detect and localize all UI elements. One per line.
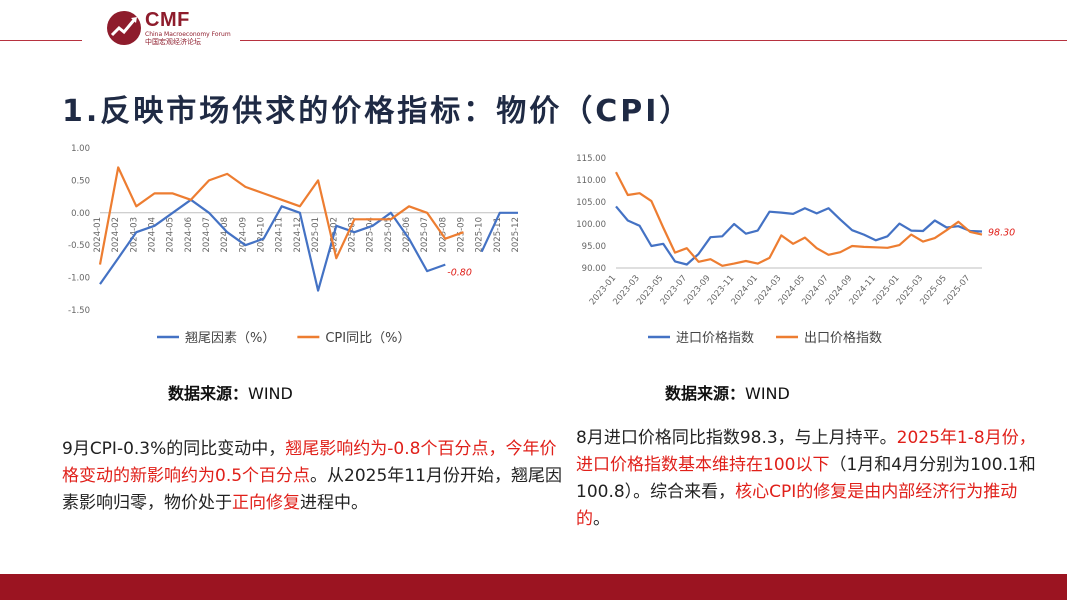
series-line bbox=[98, 166, 464, 265]
text-segment: 。从2025年11月份开始，翘尾因素影响归零，物价处于 bbox=[62, 466, 562, 513]
x-tick-label: 2025-11 bbox=[493, 217, 503, 253]
y-tick-label: -1.50 bbox=[68, 306, 90, 316]
y-tick-label: 100.00 bbox=[576, 220, 606, 230]
y-tick-label: 110.00 bbox=[576, 176, 606, 186]
x-tick-label: 2025-01 bbox=[311, 217, 321, 253]
y-tick-label: 95.00 bbox=[582, 242, 606, 252]
text-segment: 9月CPI-0.3%的同比变动中， bbox=[62, 439, 286, 459]
x-tick-label: 2024-11 bbox=[275, 217, 285, 253]
header-divider-right bbox=[240, 40, 1067, 41]
text-segment: 。 bbox=[593, 509, 610, 529]
chart-import-export-price-index: 115.00110.00105.00100.0095.0090.002023-0… bbox=[576, 154, 1015, 346]
x-tick-label: 2025-03 bbox=[347, 217, 357, 253]
right-data-source: 数据来源：WIND bbox=[665, 380, 790, 404]
y-tick-label: 105.00 bbox=[576, 198, 606, 208]
legend-label: 翘尾因素（%） bbox=[185, 331, 275, 346]
source-value: WIND bbox=[745, 384, 790, 403]
source-label: 数据来源： bbox=[168, 384, 249, 403]
series-line bbox=[480, 211, 518, 253]
source-value: WIND bbox=[248, 384, 293, 403]
series-line bbox=[615, 171, 983, 267]
legend-label: 进口价格指数 bbox=[676, 330, 754, 346]
right-commentary: 8月进口价格同比指数98.3，与上月持平。2025年1-8月份，进口价格指数基本… bbox=[576, 425, 1046, 533]
legend-label: 出口价格指数 bbox=[804, 330, 882, 346]
text-segment: 进程中。 bbox=[300, 493, 368, 513]
cmf-logo-icon bbox=[107, 11, 141, 45]
y-tick-label: 115.00 bbox=[576, 154, 606, 164]
text-segment: 8月进口价格同比指数98.3，与上月持平。 bbox=[576, 428, 897, 448]
y-tick-label: -1.00 bbox=[68, 274, 90, 284]
y-tick-label: -0.50 bbox=[68, 241, 90, 251]
x-tick-label: 2025-09 bbox=[456, 217, 466, 253]
x-tick-label: 2025-10 bbox=[475, 217, 485, 253]
x-tick-label: 2024-07 bbox=[202, 217, 212, 253]
y-tick-label: 0.00 bbox=[71, 209, 90, 219]
chart-cpi-carryover: 1.00 0.50 0.00 -0.50 -1.00 -1.50 2024-01 2024-0… bbox=[68, 144, 521, 346]
x-tick-label: 2024-02 bbox=[111, 217, 121, 253]
x-tick-label: 2025-04 bbox=[366, 217, 376, 253]
x-tick-label: 2024-06 bbox=[184, 217, 194, 253]
data-annotation-label: 98.30 bbox=[988, 227, 1015, 238]
logo-subtitle-cn: 中国宏观经济论坛 bbox=[145, 38, 201, 46]
x-tick-label: 2024-08 bbox=[220, 217, 230, 253]
footer-bar bbox=[0, 574, 1067, 600]
logo-text: CMF bbox=[145, 9, 190, 31]
series-line bbox=[615, 205, 983, 266]
x-tick-label: 2024-01 bbox=[93, 217, 103, 253]
highlight-segment: 核心CPI的修复是由内部经济行为推动的 bbox=[576, 482, 1018, 529]
x-tick-label: 2025-05 bbox=[384, 217, 394, 253]
left-data-source: 数据来源：WIND bbox=[168, 380, 293, 404]
y-tick-label: 1.00 bbox=[71, 144, 90, 154]
left-commentary: 9月CPI-0.3%的同比变动中，翘尾影响约为-0.8个百分点，今年价格变动的新… bbox=[62, 436, 562, 517]
highlight-segment: 翘尾影响约为-0.8个百分点，今年价格变动的新影响约为0.5个百分点 bbox=[62, 439, 557, 486]
x-tick-label: 2024-10 bbox=[257, 217, 267, 253]
x-tick-label: 2025-07 bbox=[420, 217, 430, 253]
page-title: 1.反映市场供求的价格指标：物价（CPI） bbox=[62, 94, 693, 129]
x-tick-label: 2024-09 bbox=[238, 217, 248, 253]
data-annotation-label: -0.80 bbox=[447, 268, 472, 279]
x-tick-label: 2025-12 bbox=[511, 217, 521, 253]
legend-label: CPI同比（%） bbox=[325, 331, 410, 346]
header-divider-left bbox=[0, 40, 82, 41]
series-line bbox=[99, 198, 446, 292]
y-tick-label: 90.00 bbox=[582, 264, 606, 274]
highlight-segment: 正向修复 bbox=[232, 493, 300, 513]
source-label: 数据来源： bbox=[665, 384, 746, 403]
x-tick-label: 2024-12 bbox=[293, 217, 303, 253]
y-tick-label: 0.50 bbox=[71, 176, 90, 186]
highlight-segment: 2025年1-8月份，进口价格指数基本维持在100以下 bbox=[576, 428, 1036, 475]
x-tick-label: 2024-05 bbox=[166, 217, 176, 253]
x-tick-label: 2024-04 bbox=[148, 217, 158, 253]
text-segment: （1月和4月分别为100.1和100.8）。综合来看， bbox=[576, 455, 1036, 502]
logo-subtitle: China Macroeconomy Forum bbox=[145, 31, 231, 38]
